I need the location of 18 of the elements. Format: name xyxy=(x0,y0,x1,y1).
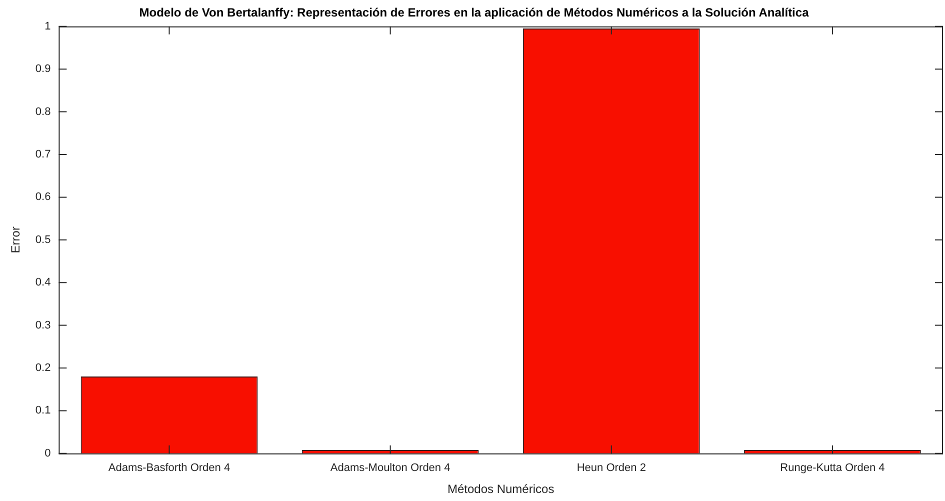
x-tick-label: Runge-Kutta Orden 4 xyxy=(780,462,885,474)
y-tick-label: 0.2 xyxy=(35,362,51,374)
x-tick-label: Heun Orden 2 xyxy=(576,462,646,474)
x-tick-label: Adams-Basforth Orden 4 xyxy=(108,462,230,474)
y-tick-label: 0.3 xyxy=(35,319,51,332)
y-axis-title: Error xyxy=(8,226,23,254)
y-tick-label: 1 xyxy=(44,20,51,32)
y-tick-label: 0.1 xyxy=(35,404,51,417)
chart-title: Modelo de Von Bertalanffy: Representación de Errores en la aplicación de Métodos Numéricos a la Solución Analítica xyxy=(139,6,810,20)
y-tick-label: 0.8 xyxy=(35,106,51,118)
y-tick-label: 0.5 xyxy=(35,234,51,246)
y-tick-label: 0.7 xyxy=(35,148,51,161)
x-axis-title: Métodos Numéricos xyxy=(447,482,554,496)
y-tick-label: 0.9 xyxy=(35,63,51,76)
x-tick-label: Adams-Moulton Orden 4 xyxy=(330,462,450,474)
y-tick-label: 0 xyxy=(44,447,51,460)
y-tick-label: 0.4 xyxy=(35,276,51,289)
y-tick-label: 0.6 xyxy=(35,191,51,204)
